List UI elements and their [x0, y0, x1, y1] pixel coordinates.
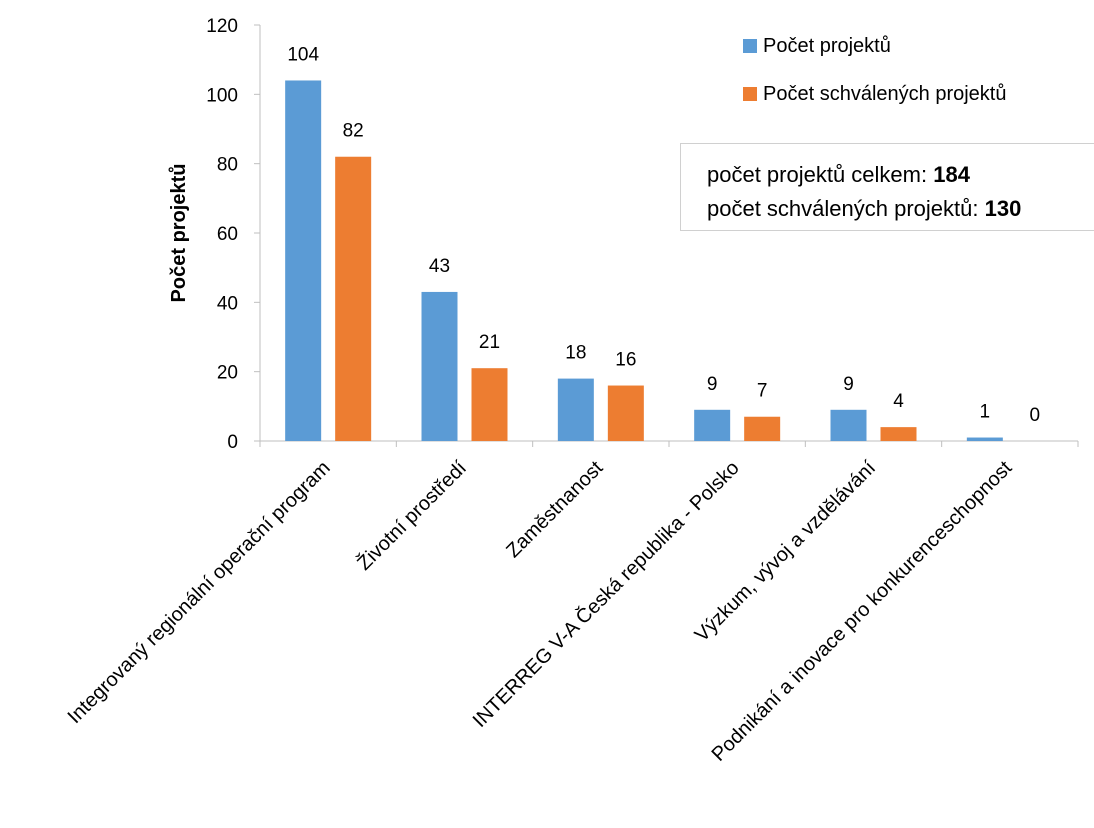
y-tick-label: 40	[217, 293, 238, 314]
bar-approved	[335, 156, 372, 441]
bar-projects	[421, 291, 458, 441]
summary-box: počet projektů celkem: 184 počet schvále…	[680, 143, 1094, 231]
data-label: 82	[343, 121, 364, 142]
data-label: 9	[843, 374, 854, 395]
bar-approved	[744, 416, 781, 441]
bar-projects	[557, 378, 594, 441]
y-tick-label: 60	[217, 224, 238, 245]
y-tick-label: 20	[217, 363, 238, 384]
data-label: 4	[893, 391, 904, 412]
bar-approved	[880, 427, 917, 441]
bar-projects	[285, 80, 322, 441]
bar-approved	[607, 385, 644, 441]
data-label: 1	[980, 402, 991, 423]
data-label: 16	[615, 350, 636, 371]
x-category-label: Integrovaný regionální operační program	[64, 457, 335, 728]
summary-line-approved: počet schválených projektů: 130	[707, 192, 1094, 226]
summary-approved-value: 130	[984, 196, 1022, 221]
summary-total-value: 184	[933, 162, 970, 187]
legend: Počet projektů Počet schválených projektů	[743, 35, 1006, 105]
data-label: 104	[287, 44, 319, 65]
y-tick-label: 120	[206, 16, 238, 37]
summary-total-label: počet projektů celkem:	[707, 162, 934, 187]
x-category-label: Podnikání a inovace pro konkurenceschopn…	[708, 457, 1017, 766]
y-tick-label: 80	[217, 155, 238, 176]
summary-line-total: počet projektů celkem: 184	[707, 158, 1094, 192]
bar-projects	[694, 409, 731, 441]
bar-approved	[471, 368, 508, 441]
legend-swatch	[743, 87, 757, 101]
data-label: 9	[707, 374, 718, 395]
legend-label: Počet schválených projektů	[763, 83, 1006, 105]
x-category-label: Zaměstnanost	[502, 457, 607, 562]
data-label: 0	[1030, 405, 1041, 426]
data-label: 21	[479, 332, 500, 353]
x-category-label: Životní prostředí	[353, 456, 472, 575]
bar-projects	[966, 437, 1003, 441]
bar-projects	[830, 409, 867, 441]
y-tick-label: 0	[227, 432, 238, 453]
data-label: 18	[565, 343, 586, 364]
y-axis-title: Počet projektů	[168, 164, 190, 303]
legend-label: Počet projektů	[763, 35, 891, 57]
x-category-label: INTERREG V-A Česká republika - Polsko	[468, 456, 744, 732]
data-label: 7	[757, 381, 768, 402]
bars	[285, 80, 1003, 441]
summary-approved-label: počet schválených projektů:	[707, 196, 985, 221]
legend-swatch	[743, 39, 757, 53]
y-tick-label: 100	[206, 85, 238, 106]
data-label: 43	[429, 256, 450, 277]
